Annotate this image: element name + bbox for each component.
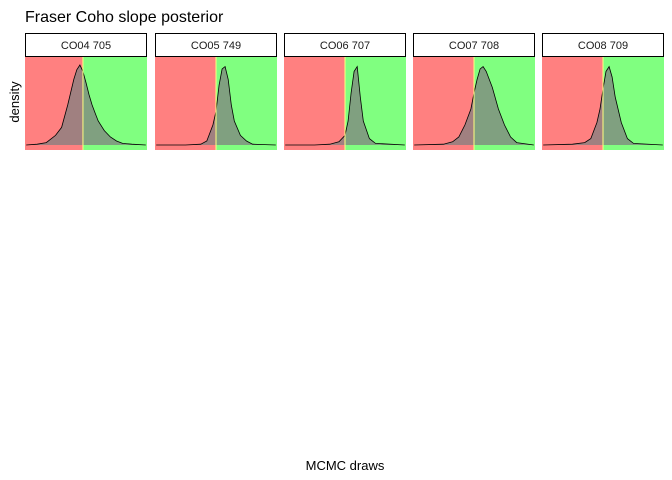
facet-panels: CO04 705 CO05 749 CO06 707 CO07 708 CO08 709 — [25, 33, 664, 150]
facet-strip — [284, 33, 406, 57]
facet-panel: CO08 709 — [542, 33, 664, 150]
facet-strip — [542, 33, 664, 57]
density-line — [156, 65, 276, 146]
facet-strip-label: CO06 707 — [320, 40, 370, 52]
density-area — [26, 65, 146, 145]
negative-region — [284, 57, 345, 150]
facet-panel: CO04 705 — [25, 33, 147, 150]
facet-panel: CO05 749 — [155, 33, 277, 150]
facet-panel: CO06 707 — [284, 33, 406, 150]
chart-title: Fraser Coho slope posterior — [25, 9, 224, 26]
density-line — [285, 65, 405, 146]
facet-panel: CO07 708 — [413, 33, 535, 150]
density-line — [414, 66, 534, 146]
density-line — [26, 64, 146, 146]
density-line — [543, 65, 663, 146]
x-axis-label: MCMC draws — [306, 458, 385, 473]
negative-region — [155, 57, 216, 150]
facet-strip — [155, 33, 277, 57]
facet-strip — [25, 33, 147, 57]
facet-strip — [413, 33, 535, 57]
y-axis-label: density — [7, 81, 22, 123]
facet-strip-label: CO08 709 — [578, 40, 628, 52]
facet-strip-label: CO07 708 — [449, 40, 499, 52]
facet-strip-label: CO04 705 — [61, 40, 111, 52]
facet-strip-label: CO05 749 — [191, 40, 241, 52]
